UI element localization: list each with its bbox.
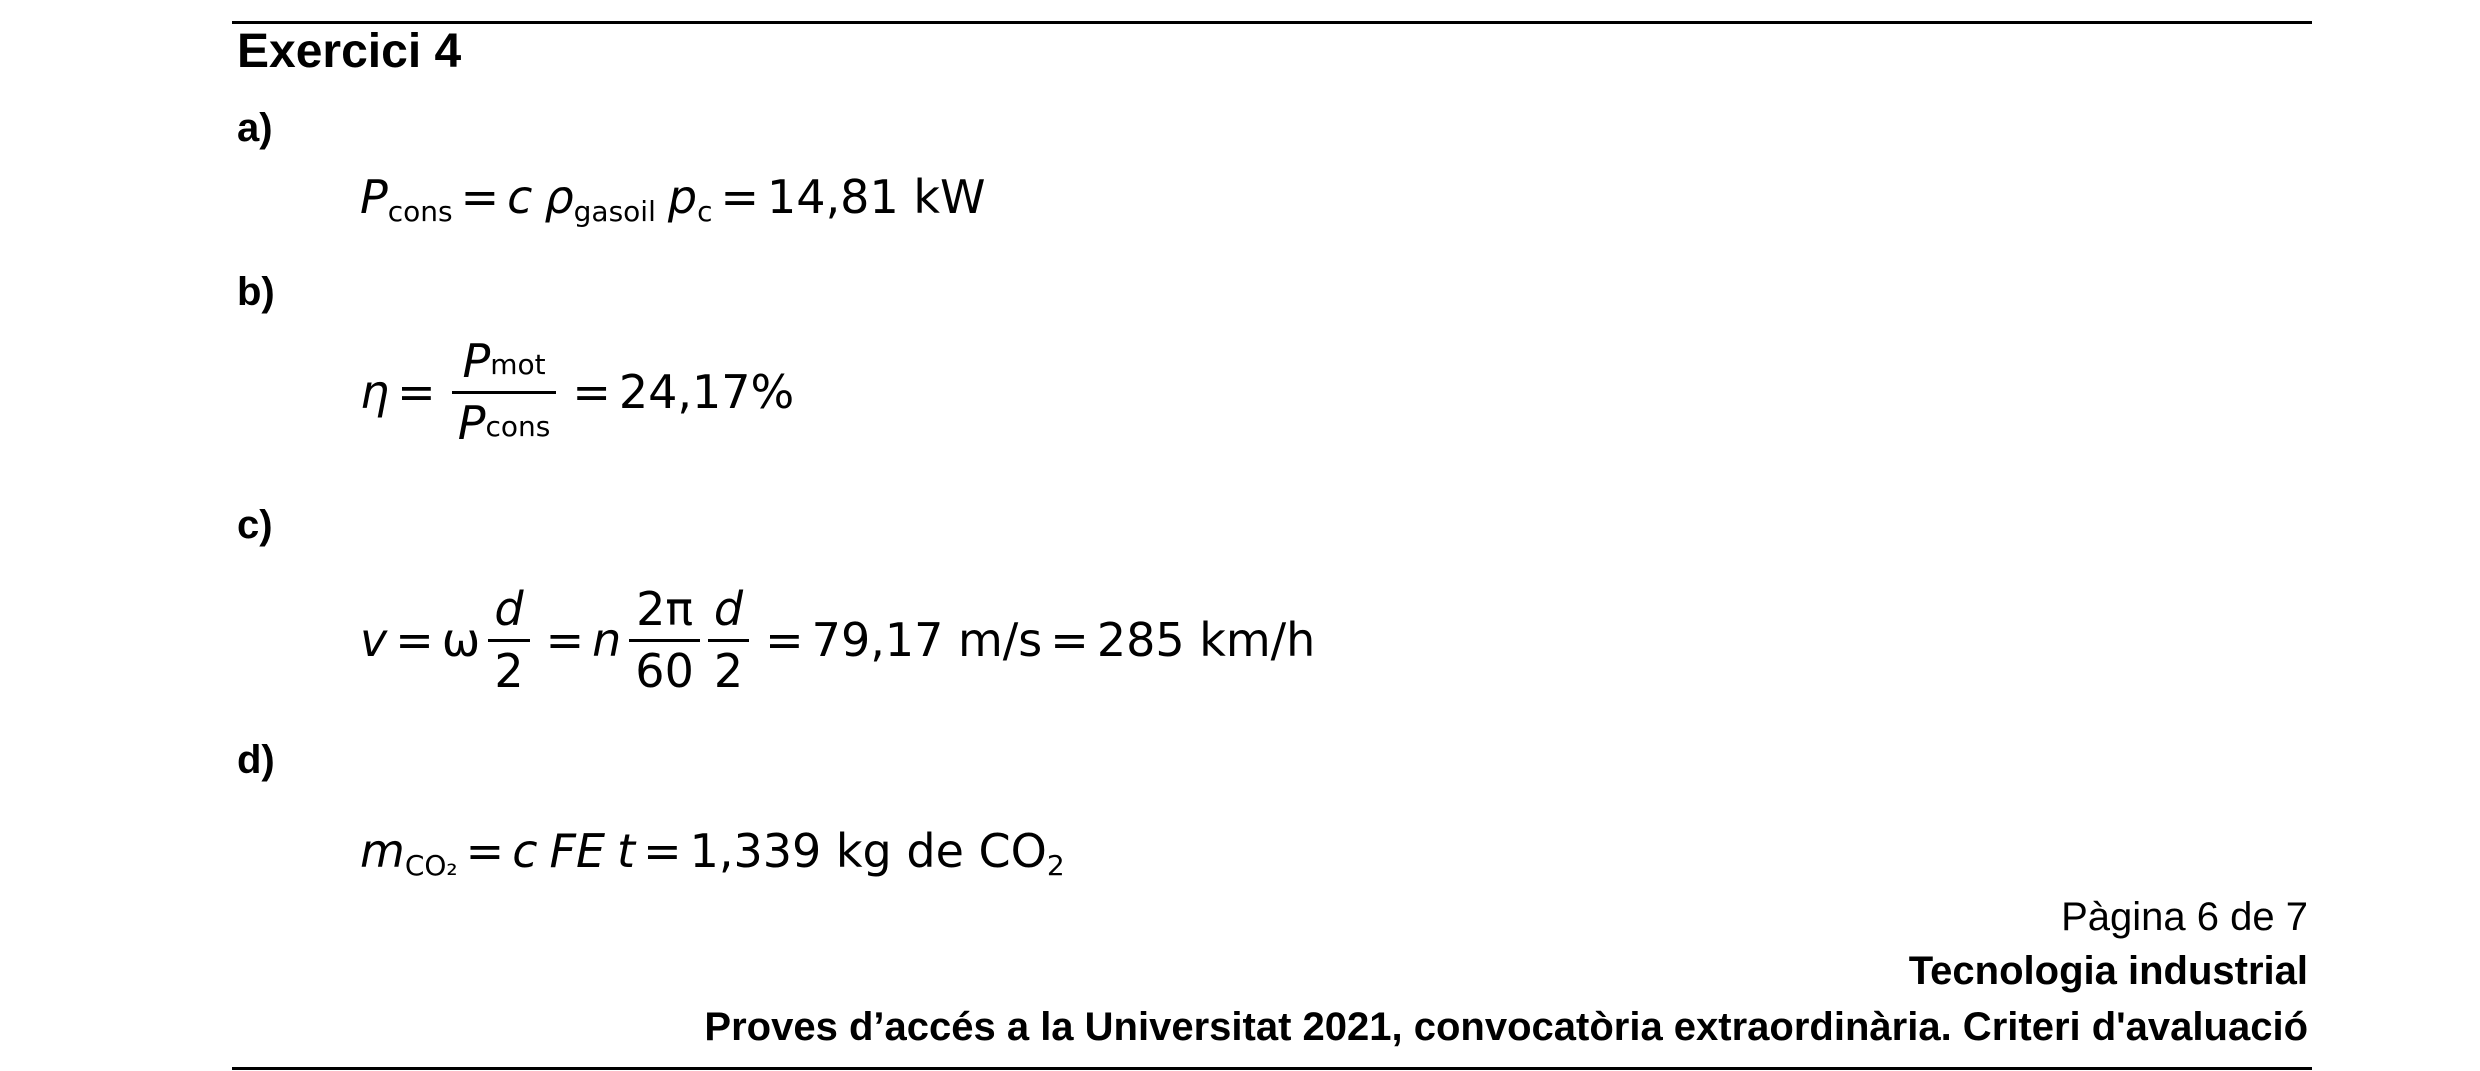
result-d: 1,339 kg de CO [689,824,1047,878]
exercise-title: Exercici 4 [237,25,462,78]
exam-title: Proves d’accés a la Universitat 2021, co… [704,1005,2308,1049]
subject-title: Tecnologia industrial [1908,949,2308,993]
symbol-rho: ρ [544,170,574,224]
subscript-mot: mot [490,348,546,381]
fraction-bar [629,638,700,642]
result-d-subscript: 2 [1046,848,1065,882]
symbol-omega: ω [441,613,481,668]
fraction-bar [488,638,530,642]
subscript-c: c [697,194,713,228]
equals-sign: = [460,170,500,224]
numerator-d: d [713,582,744,636]
equals-sign: = [397,365,436,420]
denominator-2: 2 [494,643,524,698]
equals-sign: = [572,365,611,420]
fraction-d-over-2: d 2 [707,582,750,698]
page-number: Pàgina 6 de 7 [2061,895,2308,939]
equals-sign: = [465,824,505,878]
equals-sign: = [395,613,434,668]
symbol-m: m [360,824,405,878]
symbol-n: n [592,613,622,668]
equals-sign: = [1050,613,1089,668]
subscript-co2: CO₂ [404,848,458,882]
part-a-label: a) [237,106,273,150]
result-c-ms: 79,17 m/s [811,613,1043,668]
equation-d: m CO₂ = c FE t = 1,339 kg de CO 2 [360,824,1065,882]
equation-c: v = ω d 2 = n 2π 60 d 2 = 79,17 m/s = 28… [360,584,1315,696]
fraction-2pi-over-60: 2π 60 [629,584,700,696]
fraction-bar [707,638,750,642]
fraction-d-over-2: d 2 [488,582,530,698]
denominator-P: P [457,395,486,450]
equals-sign: = [545,613,585,668]
top-rule [232,21,2312,24]
equals-sign: = [765,613,804,668]
part-d-label: d) [237,738,275,782]
bottom-rule [232,1067,2312,1070]
symbol-v: v [360,613,388,668]
fraction-bar [451,390,557,394]
equals-sign: = [643,824,682,878]
part-c-label: c) [237,503,273,547]
denominator-60: 60 [635,643,694,698]
denominator-2: 2 [713,643,744,698]
equals-sign: = [720,170,760,224]
symbol-c: c [512,824,538,878]
symbol-FE: FE [549,824,606,878]
symbol-P: P [360,170,388,224]
result-a: 14,81 kW [767,170,986,224]
numerator-P: P [462,334,491,388]
symbol-c: c [507,170,533,224]
result-c-kmh: 285 km/h [1096,613,1316,668]
subscript-cons: cons [485,409,551,443]
symbol-t: t [617,824,636,878]
symbol-p: p [667,170,698,224]
part-b-label: b) [237,270,275,314]
symbol-eta: η [360,365,390,420]
numerator-d: d [494,582,524,636]
numerator-2pi: 2π [636,582,694,636]
subscript-cons: cons [387,194,453,228]
result-b: 24,17% [618,365,795,420]
subscript-gasoil: gasoil [573,194,656,228]
